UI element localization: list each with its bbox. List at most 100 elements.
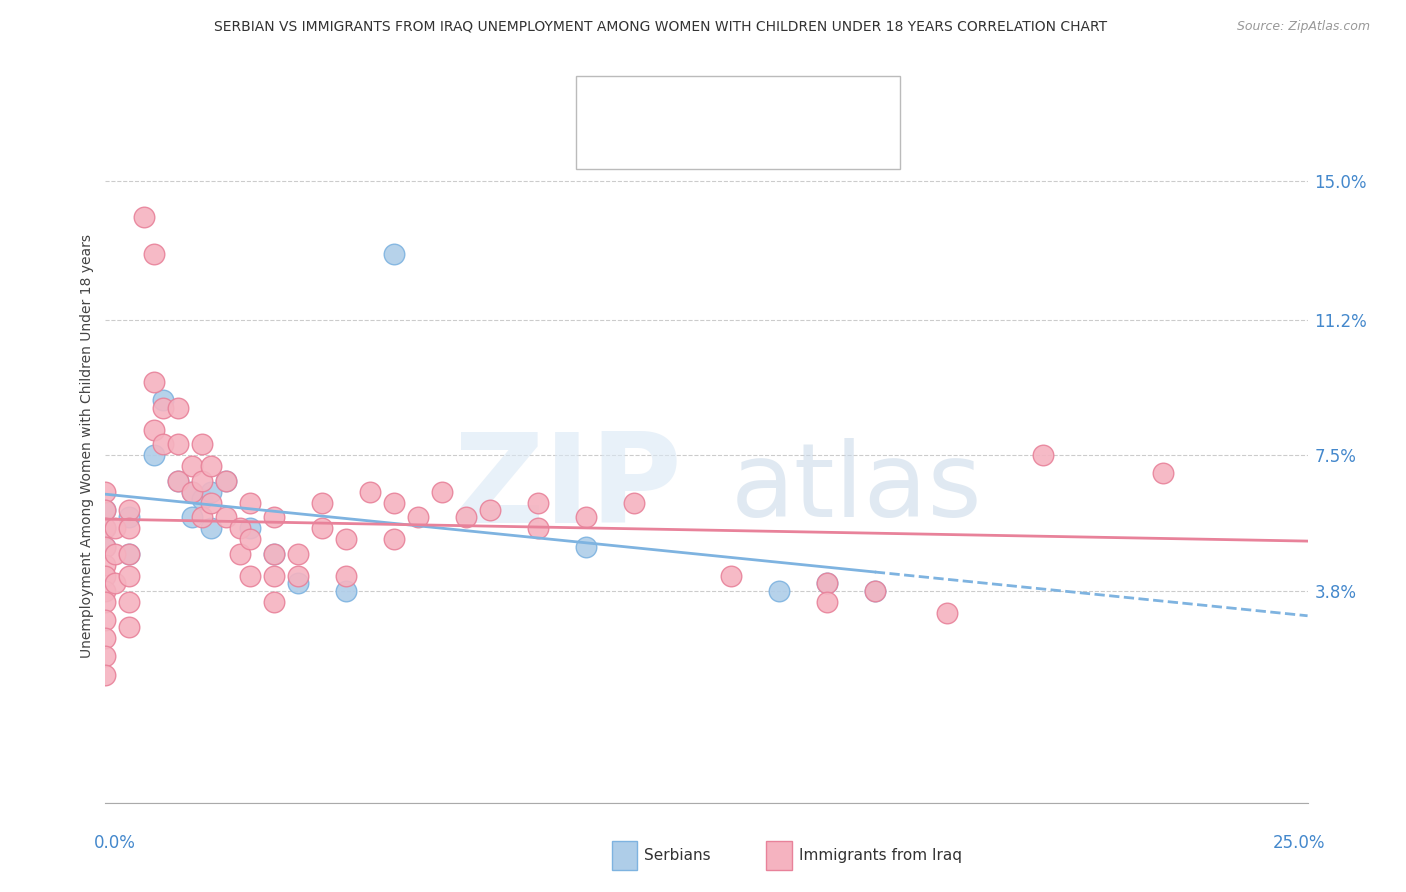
Point (287, 569, 309, 583)
Point (94, 631, 117, 645)
Point (768, 583, 790, 598)
Point (166, 437, 188, 451)
Point (118, 620, 141, 634)
Point (190, 474, 212, 488)
Point (287, 576, 309, 591)
Point (214, 474, 236, 488)
Point (94, 583, 117, 598)
Point (142, 375, 165, 389)
Point (936, 606, 959, 620)
Point (229, 547, 252, 561)
Point (575, 510, 598, 524)
Point (815, 576, 838, 591)
Point (263, 510, 285, 524)
Point (263, 594, 285, 608)
Point (118, 521, 141, 535)
Point (382, 496, 405, 510)
Point (94, 569, 117, 583)
Point (152, 393, 174, 408)
Point (152, 401, 174, 415)
Point (132, 211, 155, 225)
Point (479, 503, 502, 517)
Text: R =: R = (636, 95, 671, 113)
Point (229, 521, 252, 535)
Point (181, 484, 204, 499)
Point (94, 521, 117, 535)
Point (142, 448, 165, 462)
Text: ZIP: ZIP (454, 428, 682, 549)
Text: -0.040: -0.040 (673, 95, 733, 113)
Text: 23: 23 (803, 95, 827, 113)
Point (335, 583, 357, 598)
Point (263, 569, 285, 583)
Text: 0.060: 0.060 (673, 131, 725, 149)
Point (623, 496, 645, 510)
Point (190, 510, 212, 524)
Point (94, 558, 117, 572)
Point (200, 496, 222, 510)
Point (166, 474, 188, 488)
Point (382, 247, 405, 261)
Point (94, 540, 117, 554)
Text: R =: R = (636, 131, 671, 149)
Point (104, 521, 127, 535)
Text: Serbians: Serbians (644, 848, 710, 863)
Text: Source: ZipAtlas.com: Source: ZipAtlas.com (1237, 21, 1371, 33)
Point (181, 484, 204, 499)
Point (118, 594, 141, 608)
Text: N =: N = (762, 131, 799, 149)
Point (200, 521, 222, 535)
Point (142, 247, 165, 261)
Point (94, 594, 117, 608)
Point (94, 667, 117, 681)
Point (181, 459, 204, 474)
Point (311, 496, 333, 510)
Point (815, 594, 838, 608)
Point (335, 569, 357, 583)
Point (94, 613, 117, 627)
Y-axis label: Unemployment Among Women with Children Under 18 years: Unemployment Among Women with Children U… (80, 234, 94, 658)
Point (406, 510, 429, 524)
Point (239, 533, 262, 547)
Point (118, 569, 141, 583)
Point (430, 484, 453, 499)
Point (239, 496, 262, 510)
Point (720, 569, 742, 583)
Point (263, 547, 285, 561)
Bar (596, 126, 626, 154)
Point (118, 503, 141, 517)
Point (214, 510, 236, 524)
Point (190, 491, 212, 506)
Point (200, 484, 222, 499)
Point (94, 649, 117, 664)
Point (118, 510, 141, 524)
Point (359, 484, 381, 499)
Text: 73: 73 (803, 131, 827, 149)
Point (152, 437, 174, 451)
Point (311, 521, 333, 535)
Text: SERBIAN VS IMMIGRANTS FROM IRAQ UNEMPLOYMENT AMONG WOMEN WITH CHILDREN UNDER 18 : SERBIAN VS IMMIGRANTS FROM IRAQ UNEMPLOY… (214, 20, 1108, 34)
Point (104, 576, 127, 591)
Text: 25.0%: 25.0% (1272, 834, 1326, 852)
Point (142, 423, 165, 437)
Point (214, 474, 236, 488)
Point (239, 569, 262, 583)
Point (239, 521, 262, 535)
Text: N =: N = (762, 95, 799, 113)
Point (94, 503, 117, 517)
Bar (596, 90, 626, 119)
Point (382, 533, 405, 547)
Point (1152, 467, 1174, 481)
Point (118, 547, 141, 561)
Point (1032, 448, 1054, 462)
Point (815, 576, 838, 591)
Point (200, 459, 222, 474)
Point (287, 547, 309, 561)
Point (263, 547, 285, 561)
Point (190, 437, 212, 451)
Point (335, 533, 357, 547)
Point (527, 521, 550, 535)
Point (863, 583, 886, 598)
Text: atlas: atlas (731, 438, 983, 540)
Point (166, 474, 188, 488)
